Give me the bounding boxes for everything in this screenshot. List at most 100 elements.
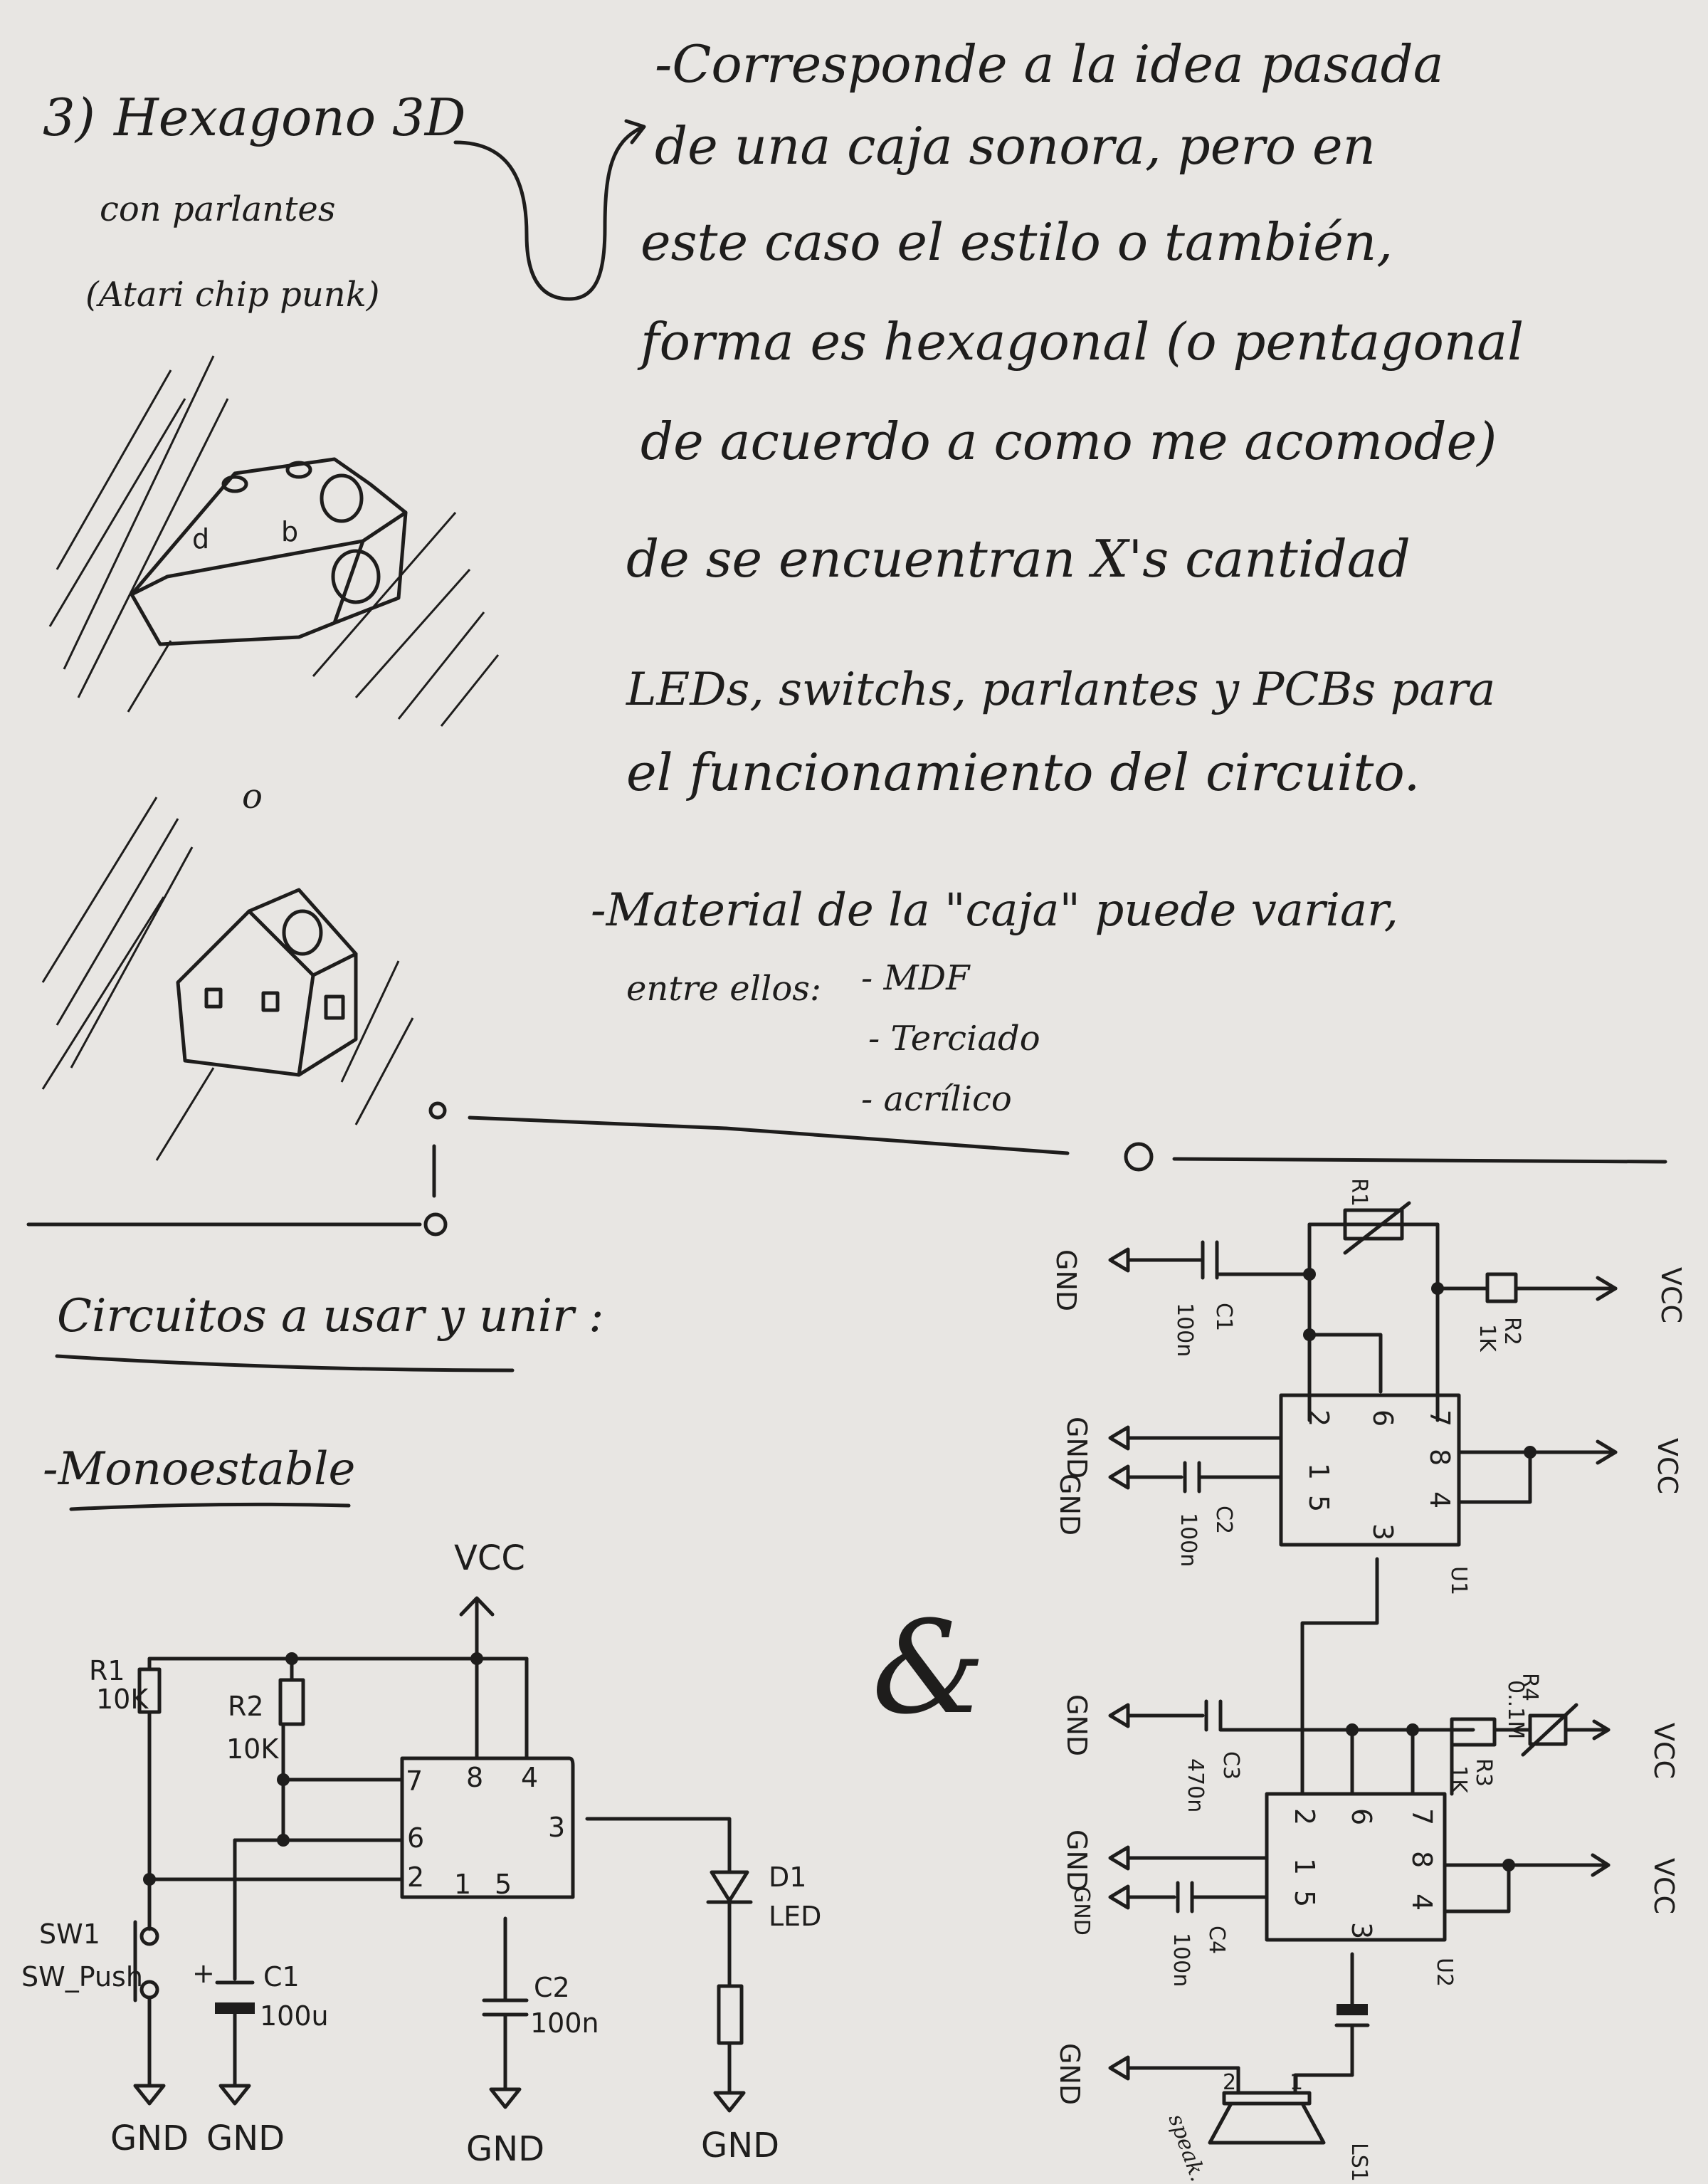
ast-c3-value: 470n <box>1183 1758 1208 1812</box>
desc-line-2: de una caja sonora, pero en <box>655 116 1376 176</box>
u1-pin-1: 1 <box>1303 1463 1334 1480</box>
ast-gnd-speaker: GND <box>1054 2043 1085 2105</box>
ground-icon <box>1108 1884 1130 1910</box>
desc-line-1: -Corresponde a la idea pasada <box>655 34 1444 94</box>
mono-r1-value: 10K <box>96 1684 149 1715</box>
ast-gnd-u2a: GND <box>1061 1829 1092 1891</box>
resistor-r2 <box>278 1678 305 1726</box>
u1-pin-5: 5 <box>1303 1495 1334 1512</box>
vcc-arrow-icon <box>1596 1439 1618 1465</box>
ast-vcc-2: VCC <box>1652 1438 1683 1494</box>
u1-label: U1 <box>1446 1566 1471 1595</box>
desc-line-3: este caso el estilo o también, <box>640 212 1393 272</box>
box-front-face <box>130 539 365 646</box>
ast-vcc-3: VCC <box>1648 1723 1680 1779</box>
mono-r2-label: R2 <box>228 1691 264 1722</box>
ground-icon <box>1108 1247 1130 1273</box>
mono-gnd-led: GND <box>701 2126 779 2165</box>
ast-r3-value: 1K <box>1446 1765 1471 1794</box>
material-lead: entre ellos: <box>626 969 821 1009</box>
ast-gnd-u1a: GND <box>1061 1417 1092 1479</box>
u1-pin-6: 6 <box>1367 1409 1398 1427</box>
mono-d1-label: D1 <box>769 1862 806 1893</box>
ast-c4-label: C4 <box>1204 1926 1229 1954</box>
resistor-r1-variable <box>1343 1208 1404 1241</box>
led-resistor <box>717 1984 744 2045</box>
u1-pin-8: 8 <box>1424 1449 1455 1466</box>
mono-d1-value: LED <box>769 1901 821 1932</box>
led-diode-icon <box>706 1870 753 1904</box>
house-body <box>176 888 358 1077</box>
heading-subtitle: con parlantes <box>100 189 335 229</box>
ast-r2-value: 1K <box>1475 1324 1499 1353</box>
mono-pin-7: 7 <box>406 1765 423 1797</box>
speaker-top-icon <box>282 909 323 956</box>
astable-schematic: GND C1 100n R1 VCC R2 1K 2 6 7 1 5 8 4 3 <box>1050 1178 1687 2184</box>
speaker-ls1 <box>1222 2091 1312 2106</box>
desc-line-7: LEDs, switchs, parlantes y PCBs para <box>626 663 1495 716</box>
mono-gnd-c2: GND <box>466 2129 544 2169</box>
speaker-side-icon <box>331 549 381 604</box>
circuits-heading: Circuitos a usar y unir : <box>57 1290 604 1343</box>
u1-pin-7: 7 <box>1424 1409 1455 1427</box>
ls1-pin-2: 2 <box>1223 2070 1236 2095</box>
knob-icon <box>221 475 248 493</box>
button-icon <box>204 987 223 1009</box>
u1-555-chip <box>1279 1393 1461 1547</box>
mono-r1-label: R1 <box>89 1655 125 1686</box>
resistor-r2 <box>1485 1272 1518 1303</box>
ground-icon <box>489 2087 522 2109</box>
mono-r2-value: 10K <box>226 1733 279 1765</box>
speaker-note: speak. <box>1163 2111 1210 2184</box>
ground-icon <box>133 2084 166 2106</box>
material-acrilico: - acrílico <box>861 1079 1012 1119</box>
desc-line-4: forma es hexagonal (o pentagonal <box>637 312 1524 372</box>
mono-c1-value: 100u <box>260 2000 329 2032</box>
description-block: -Corresponde a la idea pasada de una caj… <box>591 34 1524 1119</box>
box-side-face <box>332 510 408 625</box>
mono-pin-2: 2 <box>407 1862 424 1893</box>
ast-c2-value: 100n <box>1176 1513 1201 1567</box>
vcc-arrow-icon <box>1596 1276 1618 1301</box>
speaker-cone-icon <box>1208 2101 1326 2145</box>
sketch-separator: o <box>242 777 263 817</box>
heading-number: 3) <box>43 88 95 147</box>
ground-icon <box>713 2091 746 2113</box>
sketch2-hatching <box>41 797 414 1161</box>
material-mdf: - MDF <box>861 958 971 998</box>
vcc-arrow-icon <box>459 1596 495 1661</box>
mono-c2-value: 100n <box>530 2007 599 2039</box>
mono-pin-6: 6 <box>407 1822 424 1854</box>
ground-icon <box>1108 1464 1130 1490</box>
ast-gnd-u2b: GND <box>1069 1886 1094 1936</box>
u1-pin-3: 3 <box>1367 1523 1398 1540</box>
u2-pin-6: 6 <box>1346 1808 1377 1825</box>
u2-pin-8: 8 <box>1406 1851 1438 1868</box>
mono-pin-3: 3 <box>548 1812 565 1843</box>
project-heading: 3) Hexagono 3D con parlantes (Atari chip… <box>43 88 646 315</box>
resistor-r4-variable <box>1528 1713 1568 1746</box>
ast-vcc-4: VCC <box>1648 1858 1680 1914</box>
ground-icon <box>218 2084 251 2106</box>
ast-r4-label: R4 <box>1517 1673 1542 1701</box>
output-capacitor <box>1337 2004 1368 2015</box>
u2-pin-1: 1 <box>1289 1858 1320 1875</box>
capacitor-c1 <box>215 2002 255 2014</box>
ast-c4-value: 100n <box>1169 1933 1193 1987</box>
mono-555-chip <box>400 1756 575 1899</box>
mono-pin-5: 5 <box>495 1869 512 1900</box>
button-b-icon: b <box>281 516 298 547</box>
pentagon-box-sketch <box>41 797 414 1161</box>
u2-pin-2: 2 <box>1289 1808 1320 1825</box>
ast-vcc-1: VCC <box>1655 1267 1687 1323</box>
mono-c2-label: C2 <box>534 1972 570 2003</box>
ast-r2-label: R2 <box>1499 1317 1524 1345</box>
brace-arrowhead-icon <box>624 119 646 145</box>
speaker-top-icon <box>320 473 364 523</box>
monostable-underline <box>69 1502 351 1511</box>
box-top-face <box>130 457 408 597</box>
section-separators <box>26 1101 1667 1237</box>
u2-label: U2 <box>1432 1958 1457 1987</box>
u2-pin-3: 3 <box>1346 1922 1377 1939</box>
